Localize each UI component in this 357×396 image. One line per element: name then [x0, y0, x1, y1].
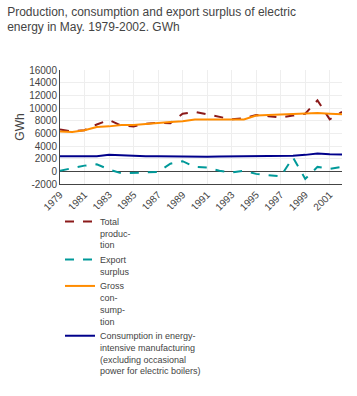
svg-text:16000: 16000: [29, 65, 57, 76]
svg-text:Production, consumption and ex: Production, consumption and export surpl…: [7, 5, 296, 35]
svg-text:2001: 2001: [311, 189, 335, 213]
svg-text:4000: 4000: [35, 141, 58, 152]
svg-text:Exportsurplus: Exportsurplus: [100, 255, 130, 277]
svg-text:1985: 1985: [115, 189, 139, 213]
svg-text:-2000: -2000: [31, 179, 57, 190]
svg-text:1993: 1993: [213, 189, 237, 213]
svg-text:Consumption in energy-intensiv: Consumption in energy-intensive manufact…: [100, 331, 201, 376]
svg-text:1999: 1999: [287, 189, 311, 213]
svg-text:1987: 1987: [139, 189, 163, 213]
svg-text:12000: 12000: [29, 90, 57, 101]
svg-text:6000: 6000: [35, 128, 58, 139]
svg-text:10000: 10000: [29, 103, 57, 114]
svg-text:1981: 1981: [66, 189, 90, 213]
svg-text:1979: 1979: [41, 189, 65, 213]
svg-text:Grosscon-sump-tion: Grosscon-sump-tion: [100, 281, 125, 326]
svg-text:GWh: GWh: [13, 113, 27, 140]
svg-text:1983: 1983: [90, 189, 114, 213]
svg-text:Totalproduc-tion: Totalproduc-tion: [100, 217, 131, 250]
svg-text:2000: 2000: [35, 153, 58, 164]
svg-text:14000: 14000: [29, 77, 57, 88]
svg-text:0: 0: [51, 166, 57, 177]
svg-text:1995: 1995: [238, 189, 262, 213]
svg-text:1989: 1989: [164, 189, 188, 213]
svg-text:1997: 1997: [262, 189, 286, 213]
svg-text:1991: 1991: [188, 189, 213, 213]
svg-text:8000: 8000: [35, 115, 58, 126]
